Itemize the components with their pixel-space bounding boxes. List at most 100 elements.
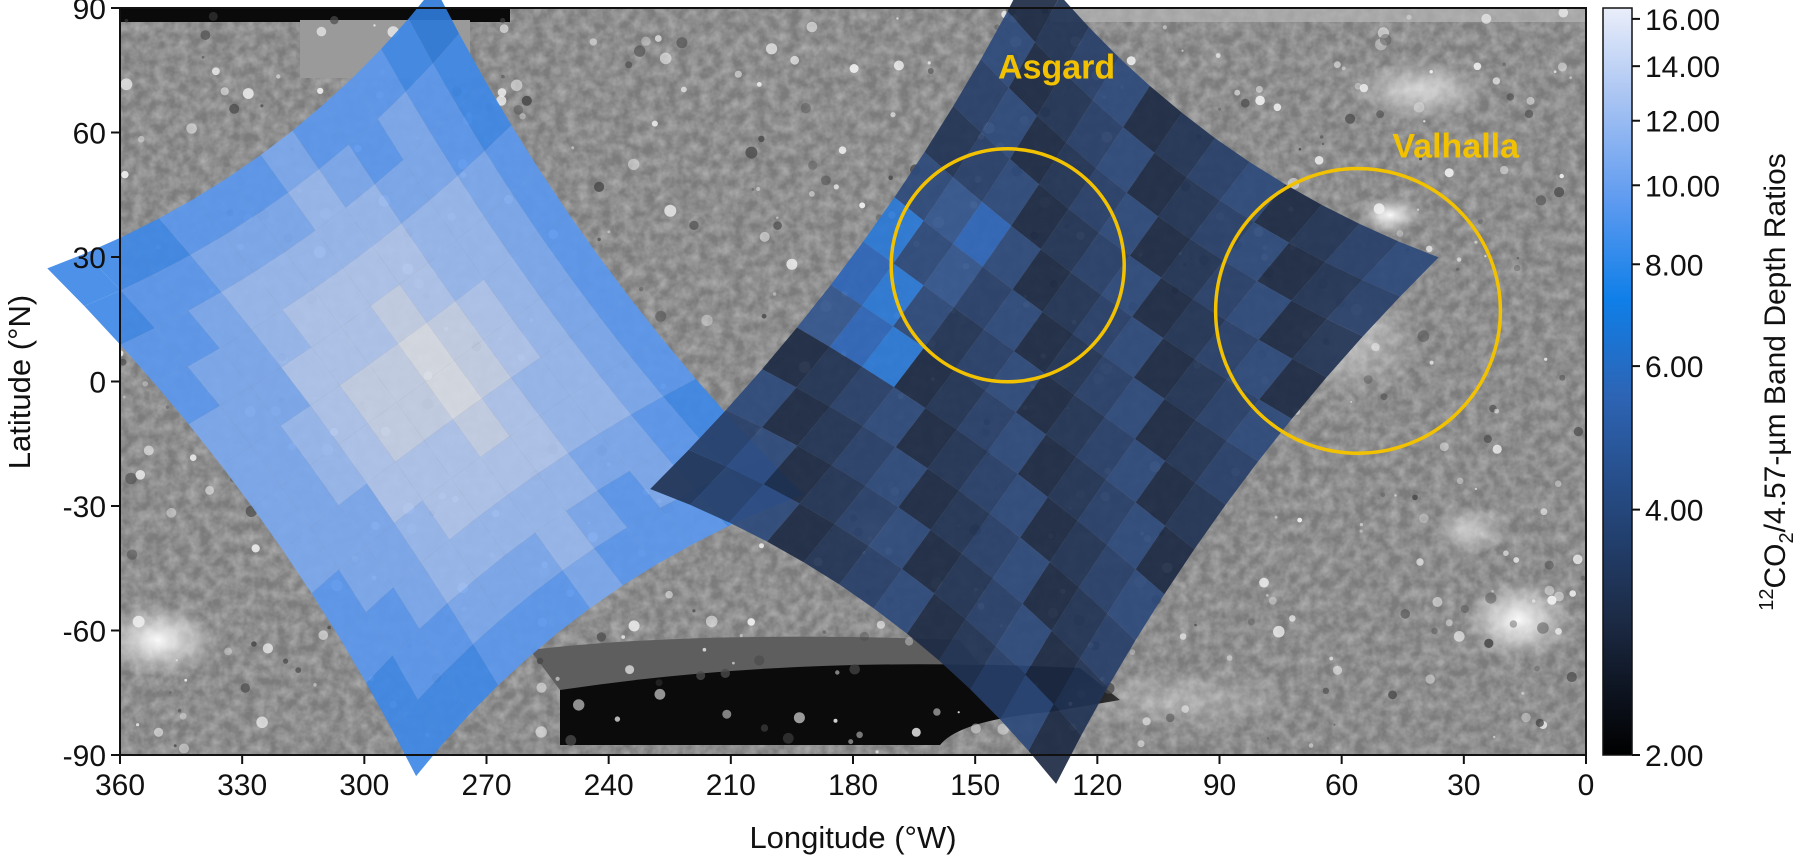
crater [1379,34,1392,46]
footprint-pixel [562,548,623,609]
footprint-pixel [1017,434,1077,498]
footprint-pixel [953,266,1013,330]
crater [786,258,798,270]
crater [132,615,145,628]
crater [1329,656,1334,661]
crater [654,35,662,42]
footprint-pixel [483,318,541,378]
crater [1535,718,1544,728]
crater [205,486,215,495]
x-tick-label: 0 [1578,769,1595,802]
footprint-pixel [1226,399,1292,462]
crater [1431,627,1438,635]
crater [625,665,635,675]
footprint-pixel [762,327,830,388]
footprint-pixel [1051,587,1108,659]
crater [135,470,146,480]
footprint-pixel [454,339,512,399]
crater [124,19,129,23]
crater [154,727,164,737]
crater [1555,628,1562,635]
footprint-pixel [348,118,404,185]
crater [1517,257,1519,260]
colorbar-ticks: 16.00 14.00 12.00 10.00 8.00 6.00 4.00 2.00 [1632,4,1720,773]
colorbar-title-rest: /4.57-µm Band Depth Ratios [1759,153,1792,532]
crater [745,146,758,159]
footprint-pixel [366,655,418,730]
footprint-pixel [953,59,1009,133]
crater [521,95,532,106]
y-tick-label: 60 [73,118,106,151]
crater [1485,592,1497,604]
footprint-pixel [288,169,346,231]
footprint-pixel [366,461,423,523]
colorbar-tick-label: 8.00 [1645,249,1703,282]
crater [136,723,140,727]
crater [720,668,730,678]
crater [1380,393,1388,401]
crater [1266,737,1269,740]
footprint-pixel [898,468,959,530]
footprint-pixel [1154,112,1216,178]
crater [696,671,706,681]
footprint-pixel [159,198,224,255]
crater [316,26,327,37]
crater [122,395,126,399]
footprint-pixel [873,569,935,634]
crater [186,123,197,134]
footprint-pixel [1008,42,1064,116]
footprint-pixel [1035,0,1089,72]
crater [1181,49,1184,52]
crater [1297,517,1303,523]
footprint-pixel [989,474,1048,538]
footprint-pixel [796,346,862,407]
crater [536,682,547,693]
footprint-pixel [1009,115,1067,185]
footprint-pixel [281,347,340,406]
footprint-pixel [893,220,954,286]
crater [1513,557,1520,563]
crater [639,287,644,292]
crater [573,699,585,711]
crater [665,590,673,599]
footprint-pixel [537,453,598,511]
crater [776,216,779,220]
footprint-pixel [154,310,220,367]
footprint-pixel [1076,417,1135,480]
crater [1544,560,1554,570]
crater [1483,434,1492,444]
footprint-pixel [429,175,485,240]
footprint-pixel [221,272,283,330]
crater [833,718,838,723]
footprint-pixel [1080,613,1136,688]
colorbar-tick-label: 10.00 [1645,170,1720,203]
y-tick-label: -90 [63,740,106,773]
crater [1532,599,1536,603]
footprint-pixel [599,414,663,471]
x-tick-label: 330 [217,769,267,802]
footprint-pixel [999,674,1054,751]
crater [1445,619,1453,627]
footprint-pixel [1289,204,1360,262]
crater [692,609,696,613]
crater [1218,107,1221,111]
footprint-pixel [370,284,427,344]
footprint-pixel [799,465,866,525]
feature-label-valhalla: Valhalla [1392,127,1520,165]
footprint-pixel [1007,0,1058,43]
crater [519,113,526,120]
crater [1526,96,1535,105]
crater [1380,492,1386,498]
crater [676,37,688,49]
crater [330,16,339,25]
footprint-pixel [1106,439,1166,503]
crater [758,135,765,143]
footprint-pixel [475,555,532,619]
footprint-pixel [984,289,1043,352]
crater [276,74,281,79]
footprint-pixel [982,225,1041,290]
footprint-pixel [599,297,663,358]
crater [1477,219,1483,225]
footprint-pixel [981,159,1039,226]
crater [1314,156,1324,165]
